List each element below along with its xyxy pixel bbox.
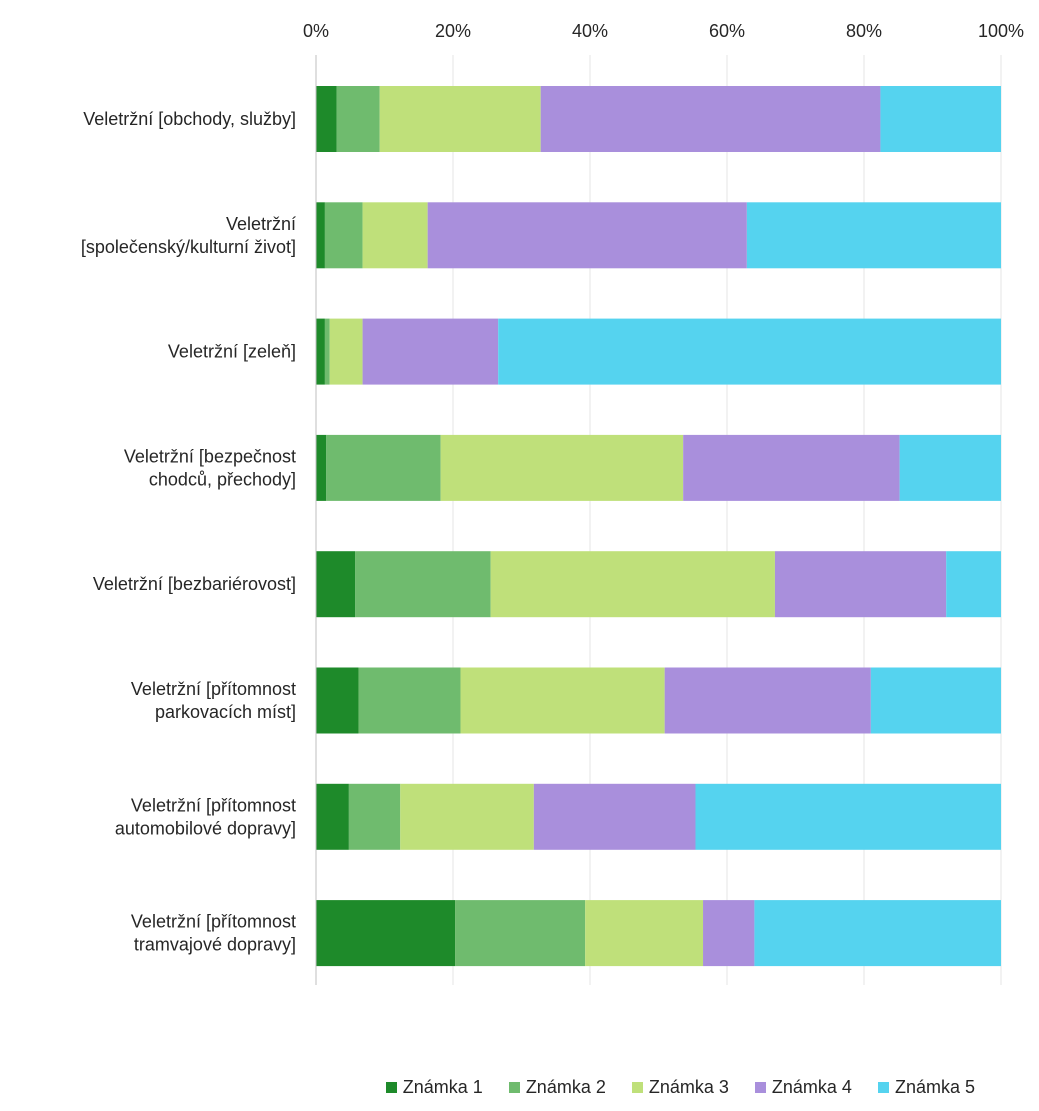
bar-segment [870, 667, 1001, 734]
bar-segment [427, 202, 747, 269]
x-tick-label: 60% [709, 21, 745, 41]
bar-segment [316, 318, 325, 385]
bar-segment [746, 202, 1001, 269]
legend-swatch [508, 1081, 520, 1093]
bar-segment [490, 551, 775, 618]
category-label-line: Veletržní [zeleň] [168, 342, 296, 362]
bar-segment [540, 86, 881, 152]
bar-segment [316, 86, 337, 152]
category-label-line: Veletržní [226, 214, 296, 234]
x-tick-label: 20% [435, 21, 471, 41]
category-label-line: tramvajové dopravy] [134, 935, 296, 955]
bar-segment [316, 202, 325, 269]
bar-segment [585, 900, 704, 967]
bar-segment [336, 86, 380, 152]
legend-item: Známka 3 [631, 1076, 729, 1098]
legend-swatch [754, 1081, 766, 1093]
category-label: Veletržní [přítomnost tramvajové dopravy] [131, 912, 296, 955]
bar-segment [899, 434, 1001, 501]
bar-segment [703, 900, 755, 967]
bar-segment [324, 318, 330, 385]
bar-segment [880, 86, 1001, 152]
legend-label: Známka 4 [771, 1076, 852, 1097]
bar-segment [400, 783, 534, 850]
legend-swatch [631, 1081, 643, 1093]
x-axis-ticks: 0% 20% 40% 60% 80% 100% [303, 21, 1024, 41]
bar-segment [316, 551, 356, 618]
category-label-line: Veletržní [obchody, služby] [83, 109, 296, 129]
bar-segment [362, 202, 428, 269]
category-labels: Veletržní [obchody, služby] Veletržní [spo… [81, 109, 296, 955]
x-tick-label: 40% [572, 21, 608, 41]
bar-segment [683, 434, 900, 501]
bar-segment [379, 86, 541, 152]
bar-segment [316, 783, 349, 850]
legend-swatch [385, 1081, 397, 1093]
bar-segment [326, 434, 441, 501]
bar-segment [774, 551, 947, 618]
category-label-line: parkovacích míst] [155, 702, 296, 722]
category-label: Veletržní [přítomnost automobilové doprav… [115, 795, 296, 838]
category-label: Veletržní [společenský/kulturní život] [81, 214, 296, 257]
category-label-line: Veletržní [přítomnost [131, 679, 296, 699]
legend-item: Známka 5 [877, 1076, 975, 1098]
category-label-line: Veletržní [bezbariérovost] [93, 574, 296, 594]
category-label-line: Veletržní [přítomnost [131, 912, 296, 932]
bar-segment [455, 900, 586, 967]
bar-segment [440, 434, 684, 501]
bar-segment [754, 900, 1001, 967]
bar-segment [358, 667, 461, 734]
category-label-line: Veletržní [přítomnost [131, 795, 296, 815]
bar-segment [695, 783, 1001, 850]
legend-label: Známka 1 [402, 1076, 483, 1097]
bar-segment [316, 434, 327, 501]
bar-segment [316, 667, 359, 734]
category-label-line: chodců, přechody] [149, 469, 296, 489]
legend-swatch [877, 1081, 889, 1093]
bar-segment [355, 551, 491, 618]
bar-segment [324, 202, 363, 269]
legend-label: Známka 2 [525, 1076, 606, 1097]
category-label: Veletržní [bezbariérovost] [93, 574, 296, 594]
bar-segment [533, 783, 696, 850]
x-tick-label: 80% [846, 21, 882, 41]
bar-segment [362, 318, 499, 385]
bar-segment [348, 783, 401, 850]
legend: Známka 1 Známka 2 Známka 3 Známka 4 Známka 5 [0, 1072, 1039, 1102]
x-tick-label: 0% [303, 21, 329, 41]
legend-label: Známka 5 [894, 1076, 975, 1097]
legend-item: Známka 2 [508, 1076, 606, 1098]
category-label: Veletržní [přítomnost parkovacích míst] [131, 679, 296, 722]
legend-item: Známka 4 [754, 1076, 852, 1098]
bar-segment [329, 318, 363, 385]
legend-label: Známka 3 [648, 1076, 729, 1097]
bars [316, 86, 1001, 967]
category-label-line: automobilové dopravy] [115, 818, 296, 838]
bar-segment [664, 667, 871, 734]
category-label: Veletržní [bezpečnost chodců, přechody] [124, 446, 296, 489]
bar-segment [316, 900, 456, 967]
x-tick-label: 100% [978, 21, 1024, 41]
category-label-line: [společenský/kulturní život] [81, 237, 296, 257]
bar-segment [946, 551, 1001, 618]
legend-item: Známka 1 [385, 1076, 483, 1098]
bar-segment [460, 667, 665, 734]
category-label: Veletržní [zeleň] [168, 342, 296, 362]
category-label-line: Veletržní [bezpečnost [124, 446, 296, 466]
category-label: Veletržní [obchody, služby] [83, 109, 296, 129]
bar-segment [498, 318, 1001, 385]
